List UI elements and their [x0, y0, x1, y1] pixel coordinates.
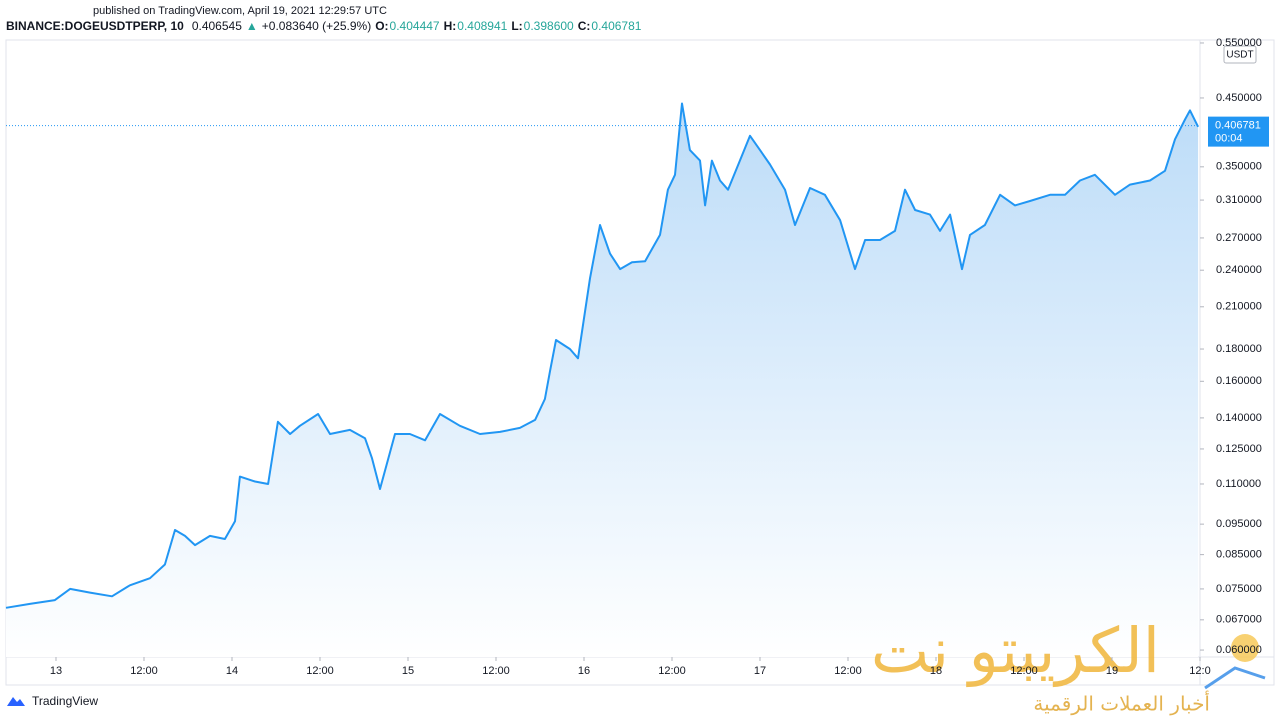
- ohlc-value: 0.406781: [591, 19, 641, 33]
- price-line: [5, 102, 1199, 609]
- x-tick-label: 12:00: [130, 665, 158, 677]
- y-tick-label: 0.110000: [1216, 478, 1261, 490]
- ohlc-label: O:: [375, 19, 388, 33]
- ohlc-value: 0.404447: [390, 19, 440, 33]
- watermark-name: الكريبتو نت: [871, 614, 1160, 687]
- watermark-tagline: أخبار العملات الرقمية: [1033, 691, 1210, 716]
- y-tick-label: 0.210000: [1216, 301, 1262, 313]
- y-tick-label: 0.085000: [1216, 549, 1262, 561]
- y-tick-label: 0.067000: [1216, 614, 1262, 626]
- y-tick-label: 0.240000: [1216, 264, 1262, 276]
- unit: USDT: [1226, 50, 1253, 61]
- y-tick-label: 0.270000: [1216, 232, 1262, 244]
- y-tick-label: 0.310000: [1216, 194, 1262, 206]
- logo-icon: [7, 697, 25, 706]
- last-price-box: [1208, 116, 1269, 147]
- y-tick-label: 0.095000: [1216, 518, 1262, 530]
- x-tick-label: 18: [930, 665, 942, 677]
- y-tick-label: 0.160000: [1216, 375, 1262, 387]
- plot: [5, 102, 1200, 657]
- x-tick-label: 14: [226, 665, 238, 677]
- y-tick-label: 0.550000: [1216, 37, 1262, 49]
- unit-box: [1223, 45, 1257, 64]
- x-tick-label: 12:00: [834, 665, 862, 677]
- ohlc-label: L:: [511, 19, 522, 33]
- frame: [5, 39, 1275, 686]
- published: published on TradingView.com, April 19, …: [93, 5, 387, 17]
- area-fill: [6, 103, 1199, 657]
- countdown: 00:04: [1215, 133, 1243, 145]
- symbol-legend: BINANCE:DOGEUSDTPERP, 10: [6, 19, 184, 33]
- watermark-coin: [1231, 634, 1259, 662]
- brand: TradingView: [32, 694, 98, 708]
- x-tick-label: 12:00: [1010, 665, 1038, 677]
- x-tick-label: 12:00: [306, 665, 334, 677]
- y-tick-label: 0.180000: [1216, 343, 1262, 355]
- x-tick-label: 17: [754, 665, 766, 677]
- y-tick-label: 0.060000: [1216, 644, 1262, 656]
- x-tick-label: 16: [578, 665, 590, 677]
- change-arrow: ▲: [246, 19, 258, 33]
- ohlc-value: 0.408941: [457, 19, 507, 33]
- tv-logo: TradingView: [7, 694, 98, 708]
- x-tick-label: 13: [50, 665, 62, 677]
- x-tick-label: 15: [402, 665, 414, 677]
- x-tick-label: 12:0: [1189, 665, 1210, 677]
- last-price-label: 0.406781: [1215, 120, 1261, 132]
- x-tick-label: 19: [1106, 665, 1118, 677]
- y-tick-label: 0.350000: [1216, 161, 1262, 173]
- y-tick-label: 0.125000: [1216, 443, 1262, 455]
- last-value: 0.406545: [192, 19, 242, 33]
- ohlc-value: 0.398600: [524, 19, 574, 33]
- watermark: الكريبتو نت أخبار العملات الرقمية: [871, 614, 1266, 716]
- watermark-arrow: [1204, 666, 1266, 690]
- x-tick-label: 12:00: [482, 665, 510, 677]
- change: +0.083640 (+25.9%): [262, 19, 371, 33]
- ohlc-label: H:: [444, 19, 457, 33]
- y-tick-label: 0.140000: [1216, 412, 1262, 424]
- symbol: BINANCE:DOGEUSDTPERP, 10: [6, 19, 184, 33]
- ohlc-label: C:: [578, 19, 591, 33]
- y-tick-label: 0.450000: [1216, 92, 1262, 104]
- x-tick-label: 12:00: [658, 665, 686, 677]
- y-tick-label: 0.075000: [1216, 583, 1262, 595]
